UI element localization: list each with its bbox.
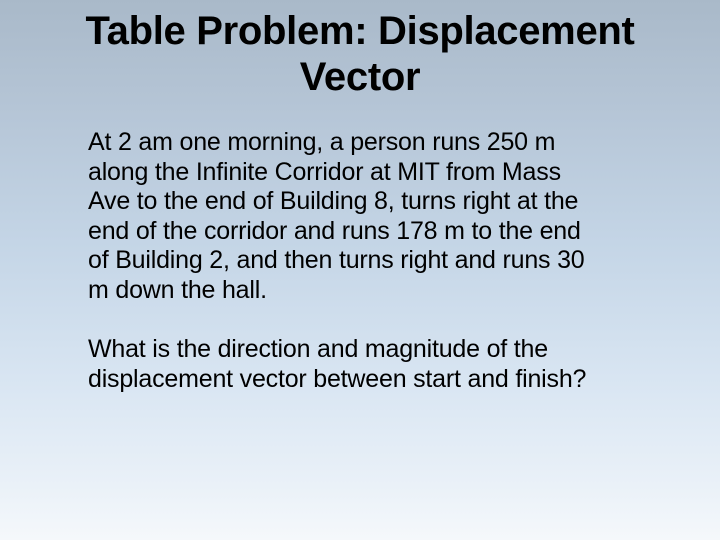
slide-title: Table Problem: Displacement Vector [20, 8, 700, 100]
problem-paragraph: At 2 am one morning, a person runs 250 m… [88, 128, 602, 305]
slide-body: At 2 am one morning, a person runs 250 m… [20, 128, 700, 394]
question-paragraph: What is the direction and magnitude of t… [88, 335, 602, 394]
slide-container: Table Problem: Displacement Vector At 2 … [0, 0, 720, 540]
